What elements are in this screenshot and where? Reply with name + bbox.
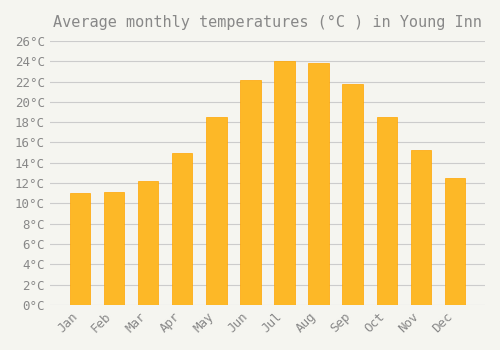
Bar: [70, 193, 90, 305]
Bar: [376, 117, 397, 305]
Bar: [410, 149, 431, 305]
Bar: [138, 181, 158, 305]
Bar: [445, 178, 465, 305]
Bar: [172, 153, 193, 305]
Bar: [274, 61, 294, 305]
Bar: [104, 192, 124, 305]
Title: Average monthly temperatures (°C ) in Young Inn: Average monthly temperatures (°C ) in Yo…: [53, 15, 482, 30]
Bar: [206, 117, 227, 305]
Bar: [342, 84, 363, 305]
Bar: [240, 79, 260, 305]
Bar: [308, 63, 329, 305]
